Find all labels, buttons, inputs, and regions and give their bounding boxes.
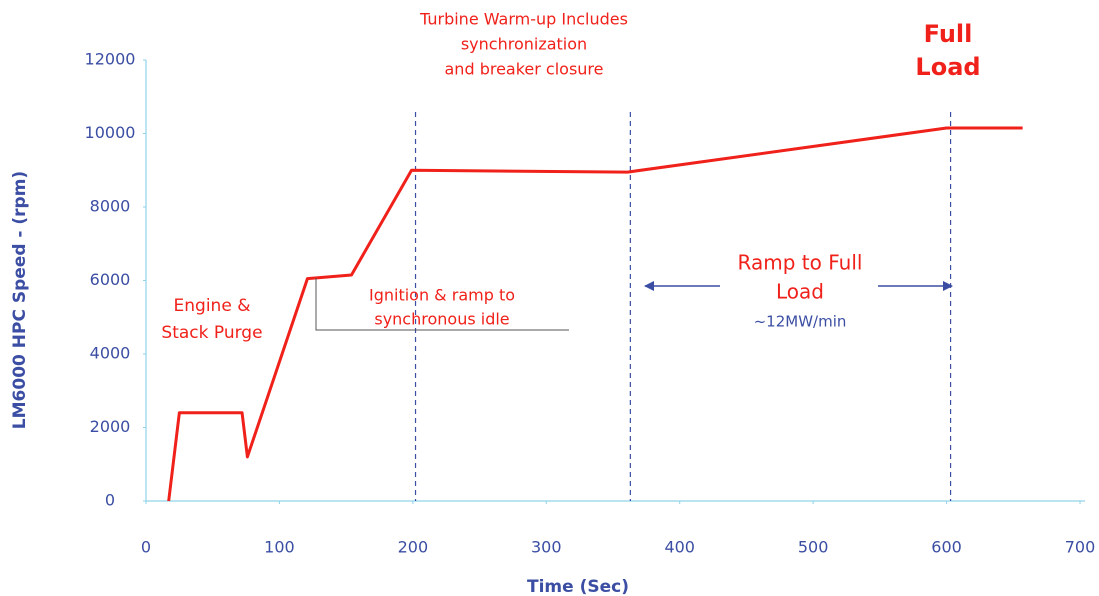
bracket: [315, 278, 569, 331]
x-axis-label: Time (Sec): [527, 577, 629, 596]
y-tick-label: 6000: [90, 270, 131, 289]
annotation: Load: [915, 53, 980, 81]
x-tick-label: 200: [398, 538, 429, 557]
x-tick-label: 400: [664, 538, 695, 557]
annotation: Load: [776, 280, 824, 304]
annotation: and breaker closure: [445, 60, 604, 79]
annotation: ~12MW/min: [754, 313, 847, 331]
y-axis-label: LM6000 HPC Speed - (rpm): [10, 171, 30, 429]
y-tick-label: 0: [105, 491, 115, 510]
y-tick-label: 10000: [85, 123, 136, 142]
annotation: Turbine Warm-up Includes: [419, 10, 628, 29]
annotation: Ignition & ramp to: [369, 286, 515, 305]
y-tick-label: 4000: [90, 344, 131, 363]
x-tick-label: 100: [264, 538, 295, 557]
y-tick-label: 12000: [85, 50, 136, 69]
annotation: synchronous idle: [374, 310, 509, 329]
x-tick-label: 700: [1065, 538, 1096, 557]
data-line: [167, 126, 1023, 502]
y-tick-label: 2000: [90, 417, 131, 436]
y-tick-label: 8000: [90, 197, 131, 216]
x-tick-label: 0: [141, 538, 151, 557]
annotation: synchronization: [461, 35, 587, 54]
x-tick-label: 300: [531, 538, 562, 557]
annotation: Engine &: [174, 296, 251, 316]
annotation: Ramp to Full: [738, 251, 863, 275]
annotation: Stack Purge: [161, 323, 262, 343]
annotation: Full: [924, 20, 973, 48]
x-tick-label: 500: [798, 538, 829, 557]
x-tick-label: 600: [931, 538, 962, 557]
